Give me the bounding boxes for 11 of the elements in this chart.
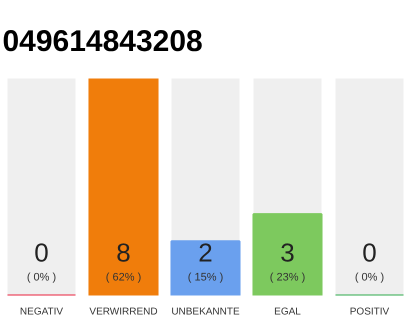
x-tick-label: POSITIV — [350, 306, 390, 318]
data-label: 8 ( 62% ) — [106, 238, 142, 284]
x-tick-label: NEGATIV — [20, 306, 64, 318]
data-label: 0 ( 0% ) — [354, 238, 384, 284]
data-label: 0 ( 0% ) — [26, 238, 56, 284]
chart-title: 049614843208 — [2, 25, 203, 58]
x-tick-label: VERWIRREND — [89, 306, 158, 318]
data-label: 3 ( 23% ) — [270, 238, 306, 284]
data-label: 2 ( 15% ) — [188, 238, 224, 284]
x-tick-label: UNBEKANNTE — [171, 306, 240, 318]
x-tick-label: EGAL — [274, 306, 302, 318]
